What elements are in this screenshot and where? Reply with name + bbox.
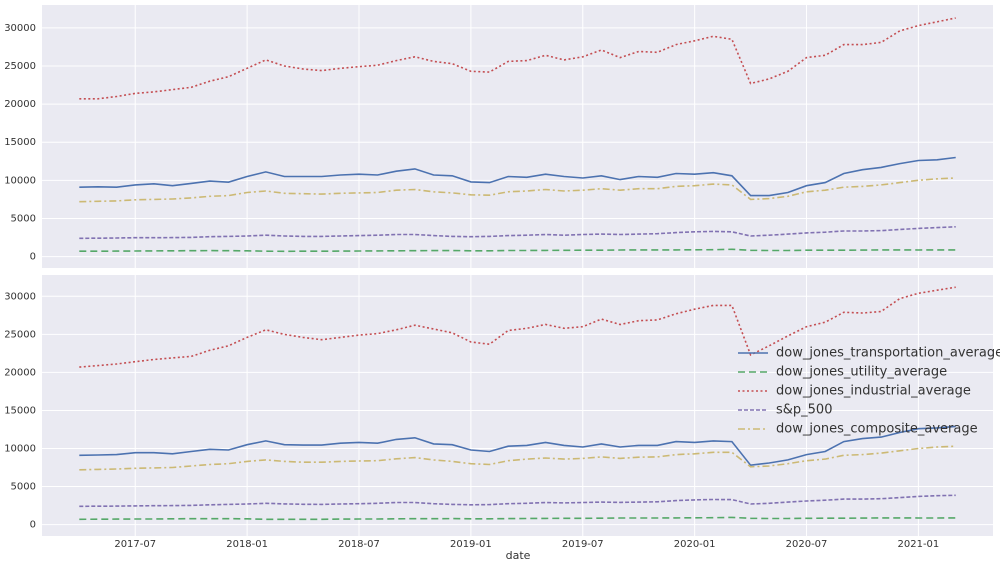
series-line bbox=[79, 17, 956, 100]
plot-area bbox=[42, 5, 993, 268]
series-line bbox=[79, 516, 956, 521]
y-tick-label: 20000 bbox=[4, 367, 36, 378]
x-tick-label: 2021-01 bbox=[898, 539, 940, 550]
series-line bbox=[79, 425, 956, 467]
series-line bbox=[79, 226, 956, 240]
x-axis-label: date bbox=[506, 549, 531, 562]
legend-label: dow_jones_transportation_average bbox=[776, 346, 1000, 361]
legend-label: s&p_500 bbox=[776, 403, 832, 418]
series-line bbox=[79, 248, 956, 253]
legend-label: dow_jones_utility_average bbox=[776, 365, 947, 380]
x-tick-label: 2018-07 bbox=[338, 539, 380, 550]
y-tick-label: 15000 bbox=[4, 405, 36, 416]
x-tick-label: 2018-01 bbox=[226, 539, 268, 550]
y-tick-label: 10000 bbox=[4, 175, 36, 186]
y-tick-label: 5000 bbox=[11, 482, 36, 493]
y-tick-label: 10000 bbox=[4, 443, 36, 454]
y-tick-label: 25000 bbox=[4, 329, 36, 340]
x-tick-label: 2019-07 bbox=[562, 539, 604, 550]
y-tick-label: 30000 bbox=[4, 23, 36, 34]
legend-label: dow_jones_composite_average bbox=[776, 422, 978, 437]
legend-label: dow_jones_industrial_average bbox=[776, 384, 971, 399]
series-line bbox=[79, 177, 956, 203]
y-tick-label: 30000 bbox=[4, 291, 36, 302]
y-tick-label: 0 bbox=[30, 520, 36, 531]
plot-area bbox=[42, 275, 993, 536]
series-line bbox=[79, 494, 956, 508]
series-line bbox=[79, 156, 956, 197]
series-line bbox=[79, 445, 956, 471]
y-tick-label: 20000 bbox=[4, 99, 36, 110]
y-tick-label: 0 bbox=[30, 252, 36, 263]
x-tick-label: 2020-01 bbox=[674, 539, 716, 550]
x-tick-label: 2020-07 bbox=[786, 539, 828, 550]
y-tick-label: 15000 bbox=[4, 137, 36, 148]
y-tick-label: 25000 bbox=[4, 61, 36, 72]
x-tick-label: 2017-07 bbox=[114, 539, 156, 550]
x-tick-label: 2019-01 bbox=[450, 539, 492, 550]
y-tick-label: 5000 bbox=[11, 213, 36, 224]
